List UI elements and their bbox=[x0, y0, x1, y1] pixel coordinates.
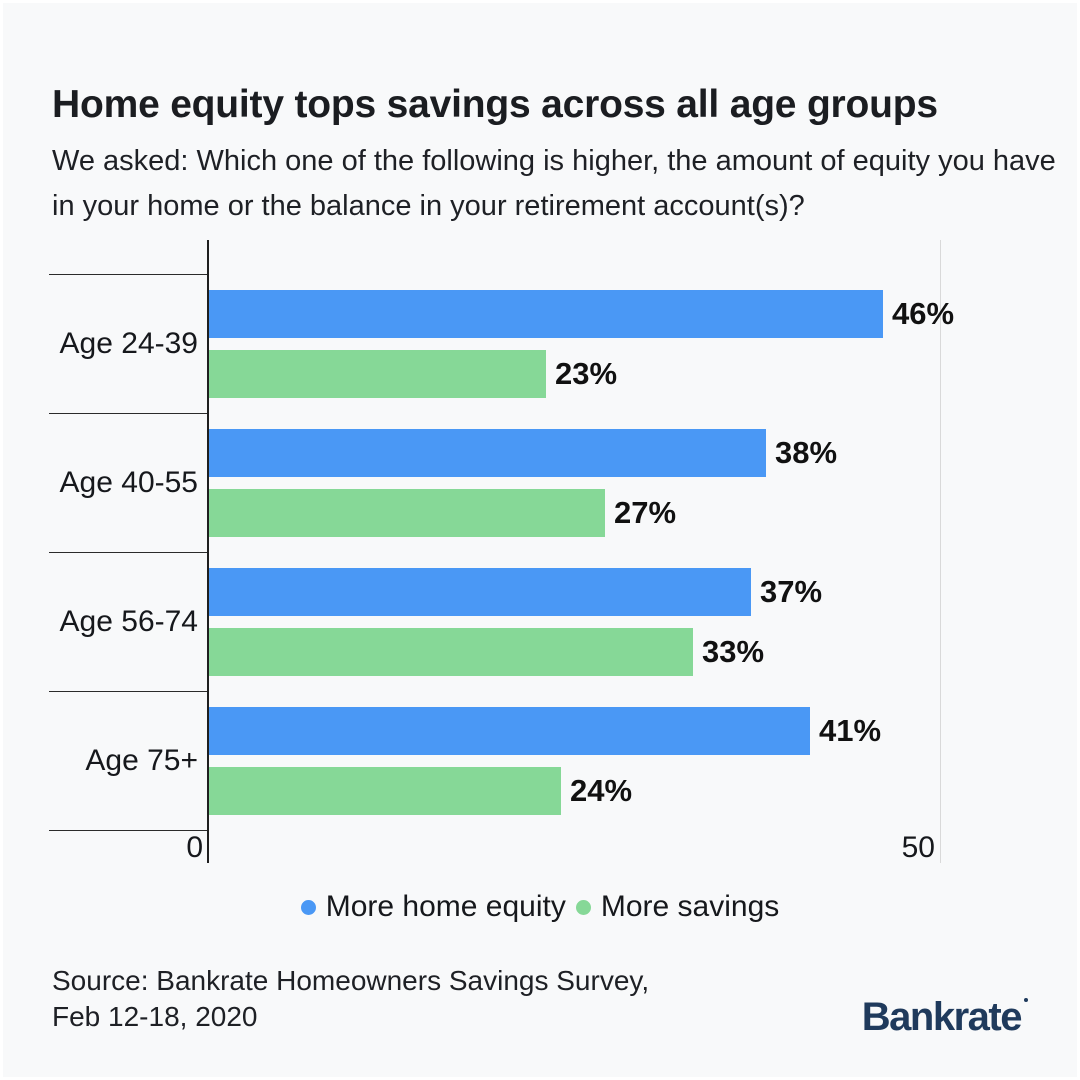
legend-item: More home equity bbox=[300, 890, 566, 924]
category-label: Age 40-55 bbox=[59, 465, 198, 499]
source-note: Source: Bankrate Homeowners Savings Surv… bbox=[52, 963, 649, 1035]
bar-home-equity bbox=[209, 290, 883, 338]
legend-label: More home equity bbox=[325, 890, 566, 923]
legend-dot-icon bbox=[300, 899, 316, 915]
bar-value-label: 23% bbox=[555, 356, 618, 391]
legend-label: More savings bbox=[600, 890, 780, 923]
legend-item: More savings bbox=[575, 890, 780, 924]
source-line-2: Feb 12-18, 2020 bbox=[52, 1001, 258, 1032]
bar-savings bbox=[209, 489, 605, 537]
registered-mark-icon bbox=[1024, 998, 1028, 1002]
legend-dot-icon bbox=[575, 899, 591, 915]
bar-chart-plot: Age 24-39 46% 23% Age 40-55 38% 27% Age 56-74 3… bbox=[0, 240, 1080, 864]
bar-value-label: 33% bbox=[702, 634, 765, 669]
chart-subtitle: We asked: Which one of the following is … bbox=[52, 145, 1056, 222]
bar-value-label: 46% bbox=[892, 296, 955, 331]
category-tick-line bbox=[49, 691, 207, 692]
x-axis-tick-label: 0 bbox=[186, 831, 203, 864]
category-label: Age 24-39 bbox=[59, 326, 198, 360]
bar-savings bbox=[209, 767, 561, 815]
category-tick-line bbox=[49, 830, 207, 831]
bar-savings bbox=[209, 628, 693, 676]
bar-value-label: 41% bbox=[819, 713, 882, 748]
bar-home-equity bbox=[209, 429, 766, 477]
x-axis-tick-label: 50 bbox=[901, 831, 935, 864]
bar-value-label: 38% bbox=[775, 435, 838, 470]
bar-savings bbox=[209, 350, 546, 398]
y-axis-line bbox=[207, 240, 209, 863]
category-label: Age 56-74 bbox=[59, 604, 198, 638]
bankrate-logo: Bankrate bbox=[862, 995, 1028, 1040]
bar-home-equity bbox=[209, 707, 810, 755]
bar-value-label: 24% bbox=[570, 773, 633, 808]
bar-value-label: 37% bbox=[760, 574, 823, 609]
bar-value-label: 27% bbox=[614, 495, 677, 530]
category-tick-line bbox=[49, 274, 207, 275]
category-tick-line bbox=[49, 552, 207, 553]
bankrate-logo-text: Bankrate bbox=[861, 995, 1023, 1039]
category-tick-line bbox=[49, 413, 207, 414]
gridline-50 bbox=[940, 240, 941, 863]
chart-legend: More home equity More savings bbox=[0, 886, 1080, 928]
bar-home-equity bbox=[209, 568, 751, 616]
chart-title: Home equity tops savings across all age … bbox=[52, 83, 938, 127]
source-line-1: Source: Bankrate Homeowners Savings Surv… bbox=[52, 965, 650, 996]
category-label: Age 75+ bbox=[85, 743, 198, 777]
